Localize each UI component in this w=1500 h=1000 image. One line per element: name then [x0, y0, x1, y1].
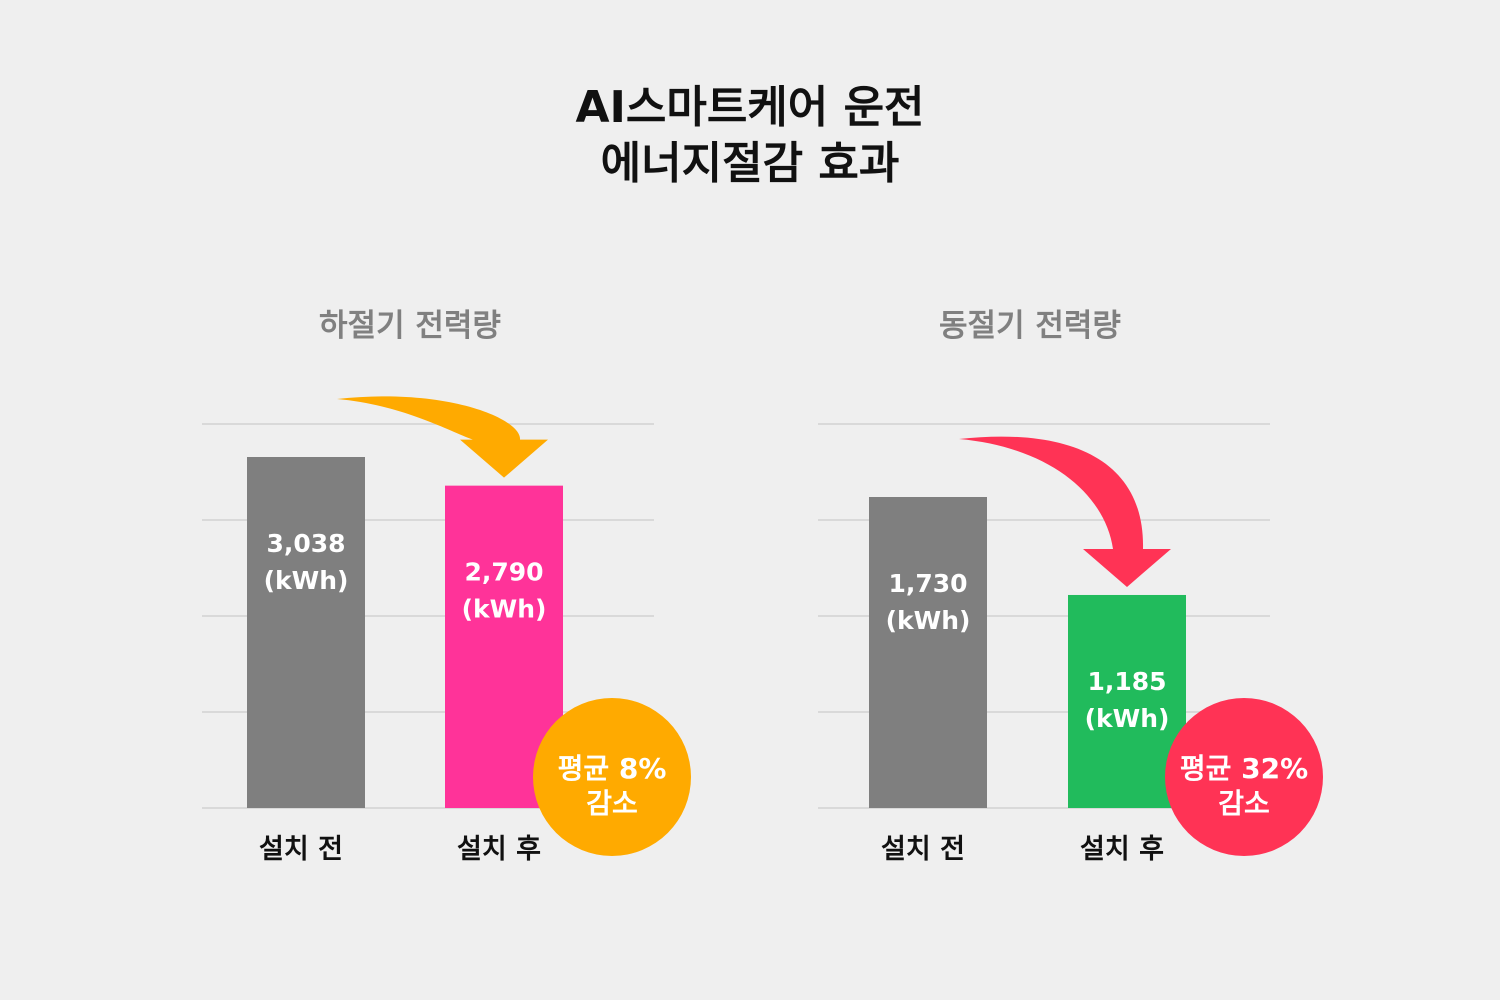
reduction-badge-value: 평균 32% [1180, 752, 1308, 785]
category-label: 설치 후 [457, 834, 541, 865]
bar [869, 497, 987, 808]
reduction-badge-text: 감소 [586, 787, 638, 820]
bar-value-label: 1,730 [888, 569, 967, 598]
reduction-badge [533, 698, 691, 856]
bar-value-label: 3,038 [266, 529, 345, 558]
bar-value-label: 2,790 [464, 558, 543, 587]
reduction-badge-text: 감소 [1218, 787, 1270, 820]
reduction-badge [1165, 698, 1323, 856]
category-label: 설치 후 [1080, 834, 1164, 865]
category-label: 설치 전 [259, 834, 343, 865]
page-title-line-1: AI스마트케어 운전 [575, 82, 925, 133]
page-title-line-2: 에너지절감 효과 [600, 138, 900, 189]
chart-summer: 하절기 전력량 3,038 (kWh) 설치 전 2,790 (kWh) 설치 후 평균 8%… [202, 308, 691, 865]
chart-title: 하절기 전력량 [319, 308, 501, 344]
bar [247, 457, 365, 808]
bar-value-label: 1,185 [1087, 667, 1166, 696]
decrease-arrow [959, 436, 1171, 587]
bar-unit-label: (kWh) [886, 606, 971, 635]
decrease-arrow [337, 396, 548, 478]
bar-unit-label: (kWh) [264, 566, 349, 595]
bar-unit-label: (kWh) [1085, 704, 1170, 733]
chart-title: 동절기 전력량 [939, 308, 1121, 344]
category-label: 설치 전 [881, 834, 965, 865]
reduction-badge-value: 평균 8% [558, 752, 667, 785]
chart-winter: 동절기 전력량 1,730 (kWh) 설치 전 1,185 (kWh) 설치 후 평균 32… [818, 308, 1323, 865]
page-title: AI스마트케어 운전 에너지절감 효과 [0, 80, 1500, 192]
bar-unit-label: (kWh) [462, 595, 547, 624]
